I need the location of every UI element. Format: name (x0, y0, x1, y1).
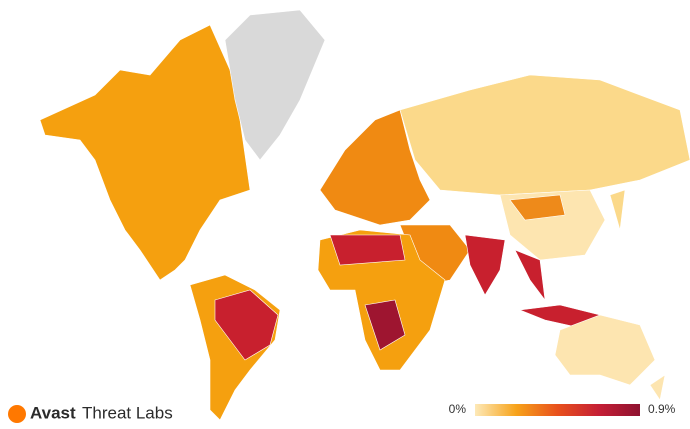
africa (317, 229, 446, 371)
australia (554, 314, 656, 386)
russia (399, 74, 690, 196)
central-africa (364, 299, 406, 351)
new-zealand (649, 374, 666, 401)
mongolia (509, 194, 566, 221)
legend-min-label: 0% (449, 402, 467, 416)
legend: 0% 0.9% (449, 402, 676, 416)
north-america (39, 24, 251, 281)
brand-logo (8, 405, 26, 423)
world-map (39, 9, 690, 421)
brand-name: Avast (30, 403, 76, 422)
legend-max-label: 0.9% (648, 402, 676, 416)
india (464, 234, 506, 296)
legend-gradient (475, 404, 640, 416)
north-africa (329, 234, 406, 266)
brazil (214, 289, 279, 361)
japan (609, 189, 626, 231)
europe (319, 109, 431, 226)
greenland (224, 9, 326, 161)
brand: Avast Threat Labs (8, 403, 173, 423)
brand-product: Threat Labs (82, 403, 173, 422)
southeast-asia (514, 249, 546, 302)
